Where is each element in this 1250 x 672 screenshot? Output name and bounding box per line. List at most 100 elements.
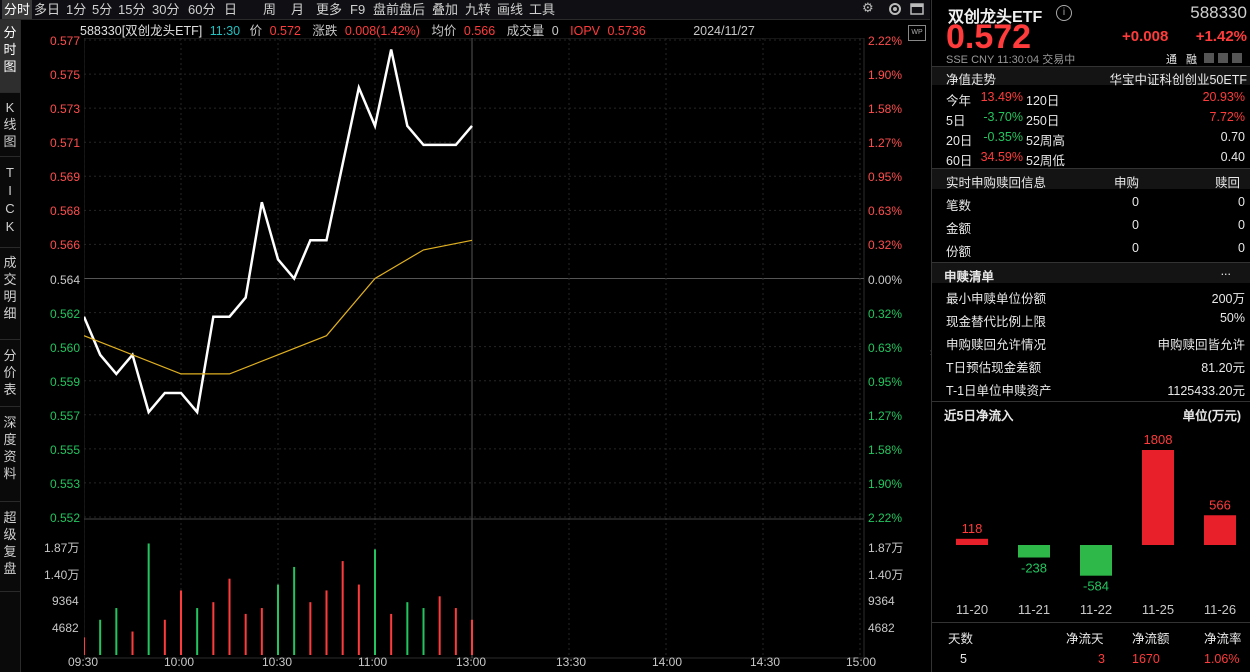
view-tab-char: 度 [3, 432, 17, 447]
price-axis-label: 0.564 [50, 272, 81, 287]
perf-label: 120日 [1026, 94, 1060, 108]
view-tab-char: 时 [3, 42, 17, 57]
iopv-label: IOPV [570, 24, 600, 38]
inflow-value: -238 [1021, 561, 1047, 576]
perf-value: -0.35% [983, 130, 1023, 144]
period-tab-2[interactable]: 1分 [66, 2, 87, 17]
period-tab-9[interactable]: 月 [291, 2, 305, 17]
window-icon[interactable] [909, 1, 925, 17]
volume-bar [180, 590, 182, 655]
view-tab-char: 图 [3, 59, 17, 74]
volume-bar [131, 631, 134, 655]
sr-row-label: 份额 [946, 245, 972, 259]
volume-label: 成交量 [506, 24, 545, 38]
period-tab-11[interactable]: F9 [350, 2, 366, 17]
period-tab-13[interactable]: 叠加 [432, 2, 459, 17]
volume-bar [454, 608, 457, 655]
pct-axis-label: 0.95% [868, 170, 903, 185]
inflow-date: 11-26 [1204, 602, 1236, 617]
volume-axis-label-right: 1.87万 [868, 541, 904, 555]
period-tab-1[interactable]: 多日 [34, 2, 61, 17]
period-tab-0[interactable]: 分时 [2, 0, 33, 19]
bookmark-icon[interactable] [1232, 53, 1242, 63]
creation-list-value: 200万 [1211, 292, 1245, 306]
inflow-bar [1142, 450, 1174, 545]
view-tab-4[interactable]: 分价表 [0, 343, 20, 407]
edit-icon[interactable] [1204, 53, 1214, 63]
period-tab-6[interactable]: 60分 [188, 2, 216, 17]
period-tab-15[interactable]: 画线 [497, 2, 524, 17]
settings-menu-icon[interactable]: ⚙ [862, 0, 874, 15]
view-tab-char: 交 [3, 272, 17, 287]
volume-bar [422, 608, 425, 655]
wp-badge-icon[interactable]: WP [908, 25, 926, 41]
perf-label: 5日 [946, 114, 966, 128]
creation-list-value: 申购赎回皆允许 [1157, 338, 1245, 352]
inflow-date: 11-25 [1142, 602, 1174, 617]
price-axis-label: 0.571 [50, 136, 81, 151]
time-axis-label: 13:00 [456, 655, 487, 669]
creation-list-more[interactable]: ... [1220, 264, 1231, 278]
view-tab-char: 图 [3, 134, 17, 149]
summary-header: 天数 [948, 632, 974, 646]
pct-axis-label: 0.32% [868, 238, 903, 253]
inflow-date: 11-22 [1080, 602, 1112, 617]
sr-subscribe-value: 0 [1132, 241, 1139, 255]
view-tab-5[interactable]: 深度资料 [0, 410, 20, 502]
flow-title: 近5日净流入 [944, 409, 1014, 423]
pct-axis-label: 1.58% [868, 442, 903, 457]
price-axis-label: 0.577 [50, 34, 81, 48]
summary-value: 1670 [1132, 652, 1160, 666]
perf-value: 20.93% [1202, 90, 1245, 104]
volume-bars [84, 543, 473, 655]
period-tab-12[interactable]: 盘前盘后 [373, 2, 426, 17]
time-axis-label: 14:00 [652, 655, 683, 669]
view-tab-char: 分 [3, 25, 17, 40]
period-tab-8[interactable]: 周 [263, 2, 277, 17]
bell-icon[interactable] [1218, 53, 1228, 63]
time-axis-label: 13:30 [556, 655, 587, 669]
creation-list-label: T-1日单位申赎资产 [946, 384, 1052, 398]
period-tab-10[interactable]: 更多 [316, 2, 343, 17]
summary-header: 净流额 [1132, 632, 1170, 646]
fund-change-pct: +1.42% [1195, 28, 1247, 45]
period-tab-7[interactable]: 日 [224, 2, 238, 17]
period-tab-16[interactable]: 工具 [529, 2, 556, 17]
chart-settings-icon[interactable] [887, 1, 903, 17]
tag-tong: 通 [1166, 54, 1177, 66]
perf-label: 20日 [946, 134, 973, 148]
perf-value: 13.49% [980, 90, 1023, 104]
fund-name: 双创龙头ETF [948, 9, 1043, 26]
time-axis-label: 14:30 [750, 655, 781, 669]
inflow-value: 118 [962, 521, 983, 536]
perf-label: 250日 [1026, 114, 1060, 128]
view-tab-0[interactable]: 分时图 [0, 20, 20, 93]
pct-axis-label: 2.22% [868, 34, 903, 48]
view-tab-char: 线 [3, 117, 17, 132]
view-tab-3[interactable]: 成交明细 [0, 250, 20, 340]
view-tab-char: T [6, 165, 14, 180]
pct-axis-label: 0.95% [868, 374, 903, 389]
view-tab-char: I [8, 183, 12, 198]
period-tab-4[interactable]: 15分 [118, 2, 146, 17]
view-tab-char: 细 [3, 306, 17, 321]
pct-axis-label: 1.27% [868, 136, 903, 151]
volume-bar [115, 608, 118, 655]
info-icon[interactable]: i [1056, 5, 1072, 21]
period-tab-14[interactable]: 九转 [465, 2, 492, 17]
intraday-chart[interactable] [84, 38, 904, 672]
period-tab-3[interactable]: 5分 [92, 2, 113, 17]
volume-bar [406, 602, 409, 655]
inflow-date: 11-20 [956, 602, 988, 617]
volume-bar [357, 584, 360, 655]
period-tab-5[interactable]: 30分 [152, 2, 180, 17]
perf-value: 0.70 [1220, 130, 1245, 144]
view-tab-6[interactable]: 超级复盘 [0, 505, 20, 592]
price-axis-label: 0.573 [50, 102, 81, 117]
chart-date: 2024/11/27 [693, 24, 755, 38]
volume-bar [212, 602, 215, 655]
view-tab-char: 复 [3, 544, 17, 559]
